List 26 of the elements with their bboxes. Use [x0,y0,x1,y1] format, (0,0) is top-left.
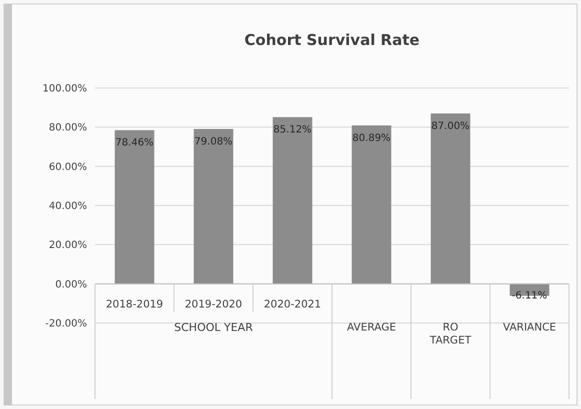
y-tick-label: 0.00% [55,279,87,290]
x-axis-title: SCHOOL YEAR [174,320,254,334]
data-label: 78.46% [115,138,154,149]
bar [430,113,470,284]
y-tick-label: 20.00% [48,240,87,252]
data-label: -6.11% [512,290,548,302]
x-tick-label: AVERAGE [347,322,396,334]
x-tick-label: 2018-2019 [106,298,164,311]
data-label: 85.12% [273,124,312,136]
data-label: 79.08% [194,136,233,148]
x-tick-label: 2020-2021 [264,298,322,311]
bar [352,125,392,284]
y-tick-label: 100.00% [42,84,87,94]
x-tick-label: VARIANCE [502,322,556,334]
y-tick-label: -20.00% [45,318,87,330]
y-tick-label: 60.00% [48,162,87,173]
chart-title: Cohort Survival Rate [244,31,420,49]
bar [272,117,312,284]
bar [194,128,234,284]
x-tick-label: 2019-2020 [184,298,242,311]
y-tick-label: 40.00% [48,201,87,212]
y-tick-label: 80.00% [48,122,87,134]
x-tick-label: RO TARGET [428,322,472,346]
bar [114,130,154,284]
data-label: 80.89% [352,132,391,144]
data-label: 87.00% [431,120,470,132]
